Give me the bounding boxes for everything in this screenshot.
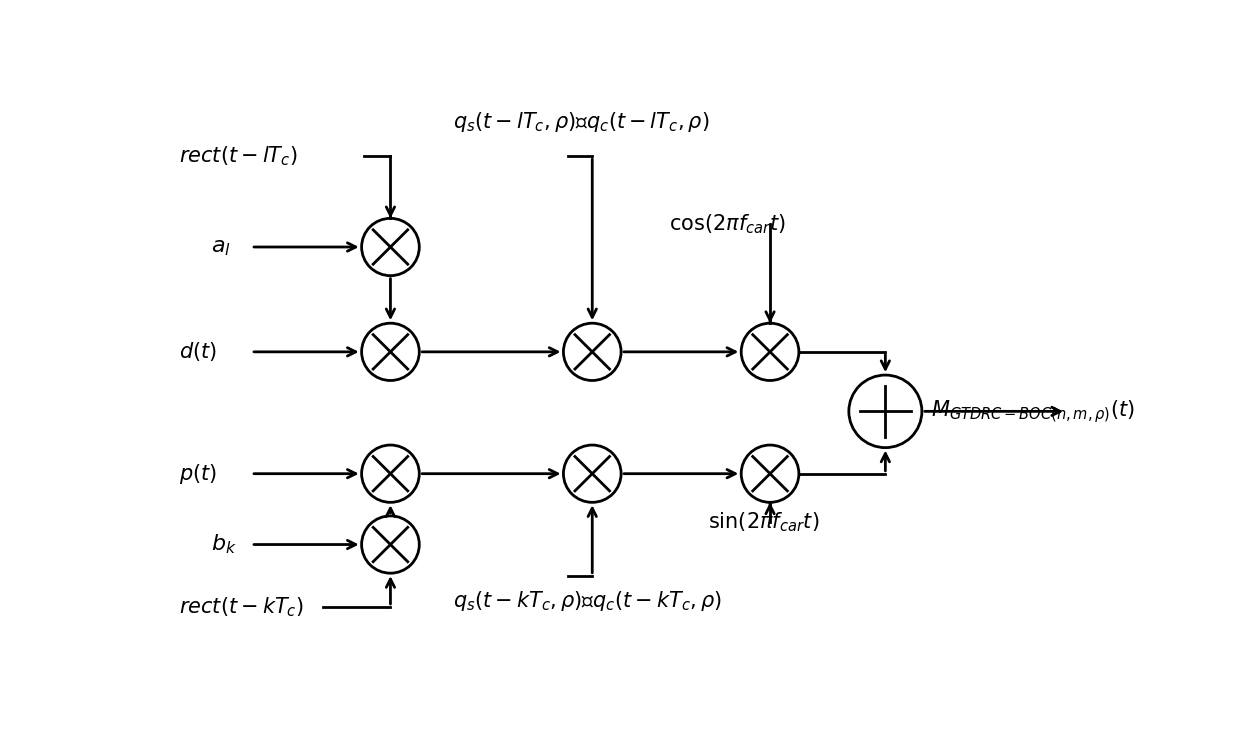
Text: $M_{GTDRC-BOC(n,m,\rho)}(t)$: $M_{GTDRC-BOC(n,m,\rho)}(t)$ — [931, 398, 1136, 425]
Text: $q_s(t-kT_c,\rho)$或$q_c(t-kT_c,\rho)$: $q_s(t-kT_c,\rho)$或$q_c(t-kT_c,\rho)$ — [453, 589, 722, 612]
Text: $d(t)$: $d(t)$ — [179, 340, 217, 364]
Text: $\sin(2\pi f_{car}t)$: $\sin(2\pi f_{car}t)$ — [708, 510, 818, 534]
Text: $rect(t-lT_c)$: $rect(t-lT_c)$ — [179, 144, 298, 168]
Text: $a_l$: $a_l$ — [211, 236, 231, 258]
Text: $p(t)$: $p(t)$ — [179, 461, 217, 486]
Text: $b_k$: $b_k$ — [211, 533, 237, 556]
Text: $q_s(t-lT_c,\rho)$或$q_c(t-lT_c,\rho)$: $q_s(t-lT_c,\rho)$或$q_c(t-lT_c,\rho)$ — [453, 110, 709, 135]
Text: $\cos(2\pi f_{car}t)$: $\cos(2\pi f_{car}t)$ — [670, 213, 786, 236]
Text: $rect(t-kT_c)$: $rect(t-kT_c)$ — [179, 595, 304, 619]
